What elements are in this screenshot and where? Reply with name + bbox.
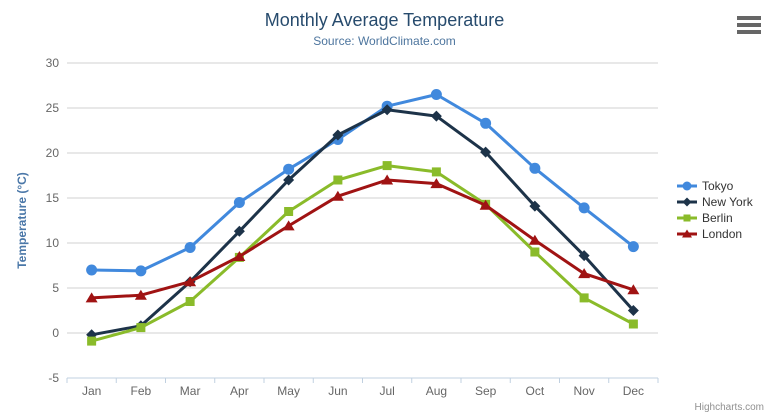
- data-point-berlin[interactable]: [382, 161, 392, 171]
- data-point-tokyo[interactable]: [578, 202, 590, 214]
- legend-marker-new-york[interactable]: [682, 197, 692, 207]
- data-point-berlin[interactable]: [136, 323, 146, 333]
- hamburger-icon: [737, 23, 761, 27]
- legend-item-new-york[interactable]: New York: [677, 194, 753, 210]
- data-point-new-york[interactable]: [578, 250, 590, 262]
- legend-marker-london[interactable]: [682, 229, 692, 238]
- x-axis-tick-label: Aug: [426, 384, 447, 398]
- series-line-berlin: [90, 164, 635, 343]
- context-menu-button[interactable]: [737, 16, 761, 34]
- data-point-tokyo[interactable]: [135, 265, 147, 277]
- chart-title: Monthly Average Temperature: [264, 10, 505, 30]
- y-axis-tick-label: 15: [46, 191, 60, 205]
- legend-marker-berlin[interactable]: [683, 214, 691, 222]
- x-axis-tick-label: Apr: [230, 384, 249, 398]
- data-point-new-york[interactable]: [627, 305, 639, 316]
- data-point-berlin[interactable]: [284, 207, 294, 216]
- data-point-berlin[interactable]: [579, 293, 589, 303]
- x-axis-tick-label: Dec: [623, 384, 644, 398]
- legend-circle-marker-icon: [677, 181, 697, 191]
- series-line-new-york: [90, 108, 635, 337]
- credits-link[interactable]: Highcharts.com: [694, 402, 764, 413]
- data-point-new-york[interactable]: [233, 225, 245, 237]
- data-point-tokyo[interactable]: [184, 242, 196, 253]
- legend-item-tokyo[interactable]: Tokyo: [677, 178, 753, 194]
- data-point-berlin[interactable]: [185, 297, 195, 306]
- legend-label: London: [702, 227, 743, 241]
- data-point-tokyo[interactable]: [233, 197, 245, 208]
- data-point-berlin[interactable]: [431, 167, 441, 177]
- legend-label: New York: [702, 195, 753, 209]
- legend-item-berlin[interactable]: Berlin: [677, 210, 753, 226]
- y-axis-tick-label: 25: [46, 101, 60, 115]
- legend-diamond-marker-icon: [677, 197, 697, 207]
- series-line-london: [90, 178, 635, 300]
- y-axis-tick-label: 0: [52, 326, 59, 340]
- y-axis-tick-label: 20: [46, 146, 60, 160]
- x-axis-tick-label: Oct: [526, 384, 545, 398]
- hamburger-icon: [737, 30, 761, 34]
- x-axis-tick-label: Jan: [82, 384, 101, 398]
- legend: Tokyo New York Berlin London: [677, 178, 753, 242]
- data-point-berlin[interactable]: [87, 336, 97, 346]
- data-point-london[interactable]: [430, 178, 443, 189]
- data-point-london[interactable]: [627, 284, 640, 295]
- data-point-london[interactable]: [184, 276, 197, 287]
- legend-triangle-marker-icon: [677, 229, 697, 238]
- data-point-london[interactable]: [331, 190, 344, 201]
- y-axis-title: Temperature (°C): [15, 172, 29, 269]
- data-point-london[interactable]: [85, 292, 98, 303]
- data-point-new-york[interactable]: [332, 129, 344, 141]
- data-point-london[interactable]: [381, 174, 394, 185]
- y-axis-tick-label: 10: [46, 236, 60, 250]
- y-axis-tick-label: -5: [48, 371, 59, 385]
- data-point-tokyo[interactable]: [529, 162, 541, 174]
- legend-label: Berlin: [702, 211, 733, 225]
- legend-marker-tokyo[interactable]: [682, 181, 692, 191]
- data-point-tokyo[interactable]: [86, 264, 98, 276]
- data-point-new-york[interactable]: [529, 200, 541, 212]
- data-point-tokyo[interactable]: [283, 163, 295, 175]
- data-point-tokyo[interactable]: [430, 89, 442, 100]
- hamburger-icon: [737, 16, 761, 20]
- data-point-london[interactable]: [578, 268, 591, 279]
- y-axis-tick-label: 30: [46, 56, 60, 70]
- x-axis-tick-label: Feb: [131, 384, 152, 398]
- data-point-tokyo[interactable]: [627, 241, 639, 253]
- x-axis-tick-label: May: [277, 384, 300, 398]
- data-point-new-york[interactable]: [430, 110, 442, 122]
- legend-label: Tokyo: [702, 179, 734, 193]
- x-axis-tick-label: Jul: [379, 384, 394, 398]
- data-point-berlin[interactable]: [530, 247, 540, 257]
- x-axis-tick-label: Sep: [475, 384, 497, 398]
- data-point-london[interactable]: [134, 289, 147, 300]
- data-point-berlin[interactable]: [628, 319, 638, 329]
- x-axis-tick-label: Nov: [573, 384, 594, 398]
- legend-square-marker-icon: [677, 214, 697, 222]
- data-point-london[interactable]: [282, 220, 295, 231]
- data-point-london[interactable]: [479, 199, 492, 210]
- data-point-tokyo[interactable]: [480, 117, 492, 129]
- data-point-new-york[interactable]: [480, 146, 492, 158]
- data-point-new-york[interactable]: [381, 104, 393, 116]
- y-axis-tick-label: 5: [52, 281, 59, 295]
- x-axis-tick-label: Mar: [180, 384, 201, 398]
- data-point-new-york[interactable]: [283, 174, 295, 186]
- x-axis-tick-label: Jun: [328, 384, 347, 398]
- data-point-london[interactable]: [528, 234, 541, 245]
- data-point-berlin[interactable]: [333, 175, 343, 185]
- chart-subtitle: Source: WorldClimate.com: [313, 34, 456, 48]
- legend-item-london[interactable]: London: [677, 226, 753, 242]
- data-point-london[interactable]: [233, 251, 246, 261]
